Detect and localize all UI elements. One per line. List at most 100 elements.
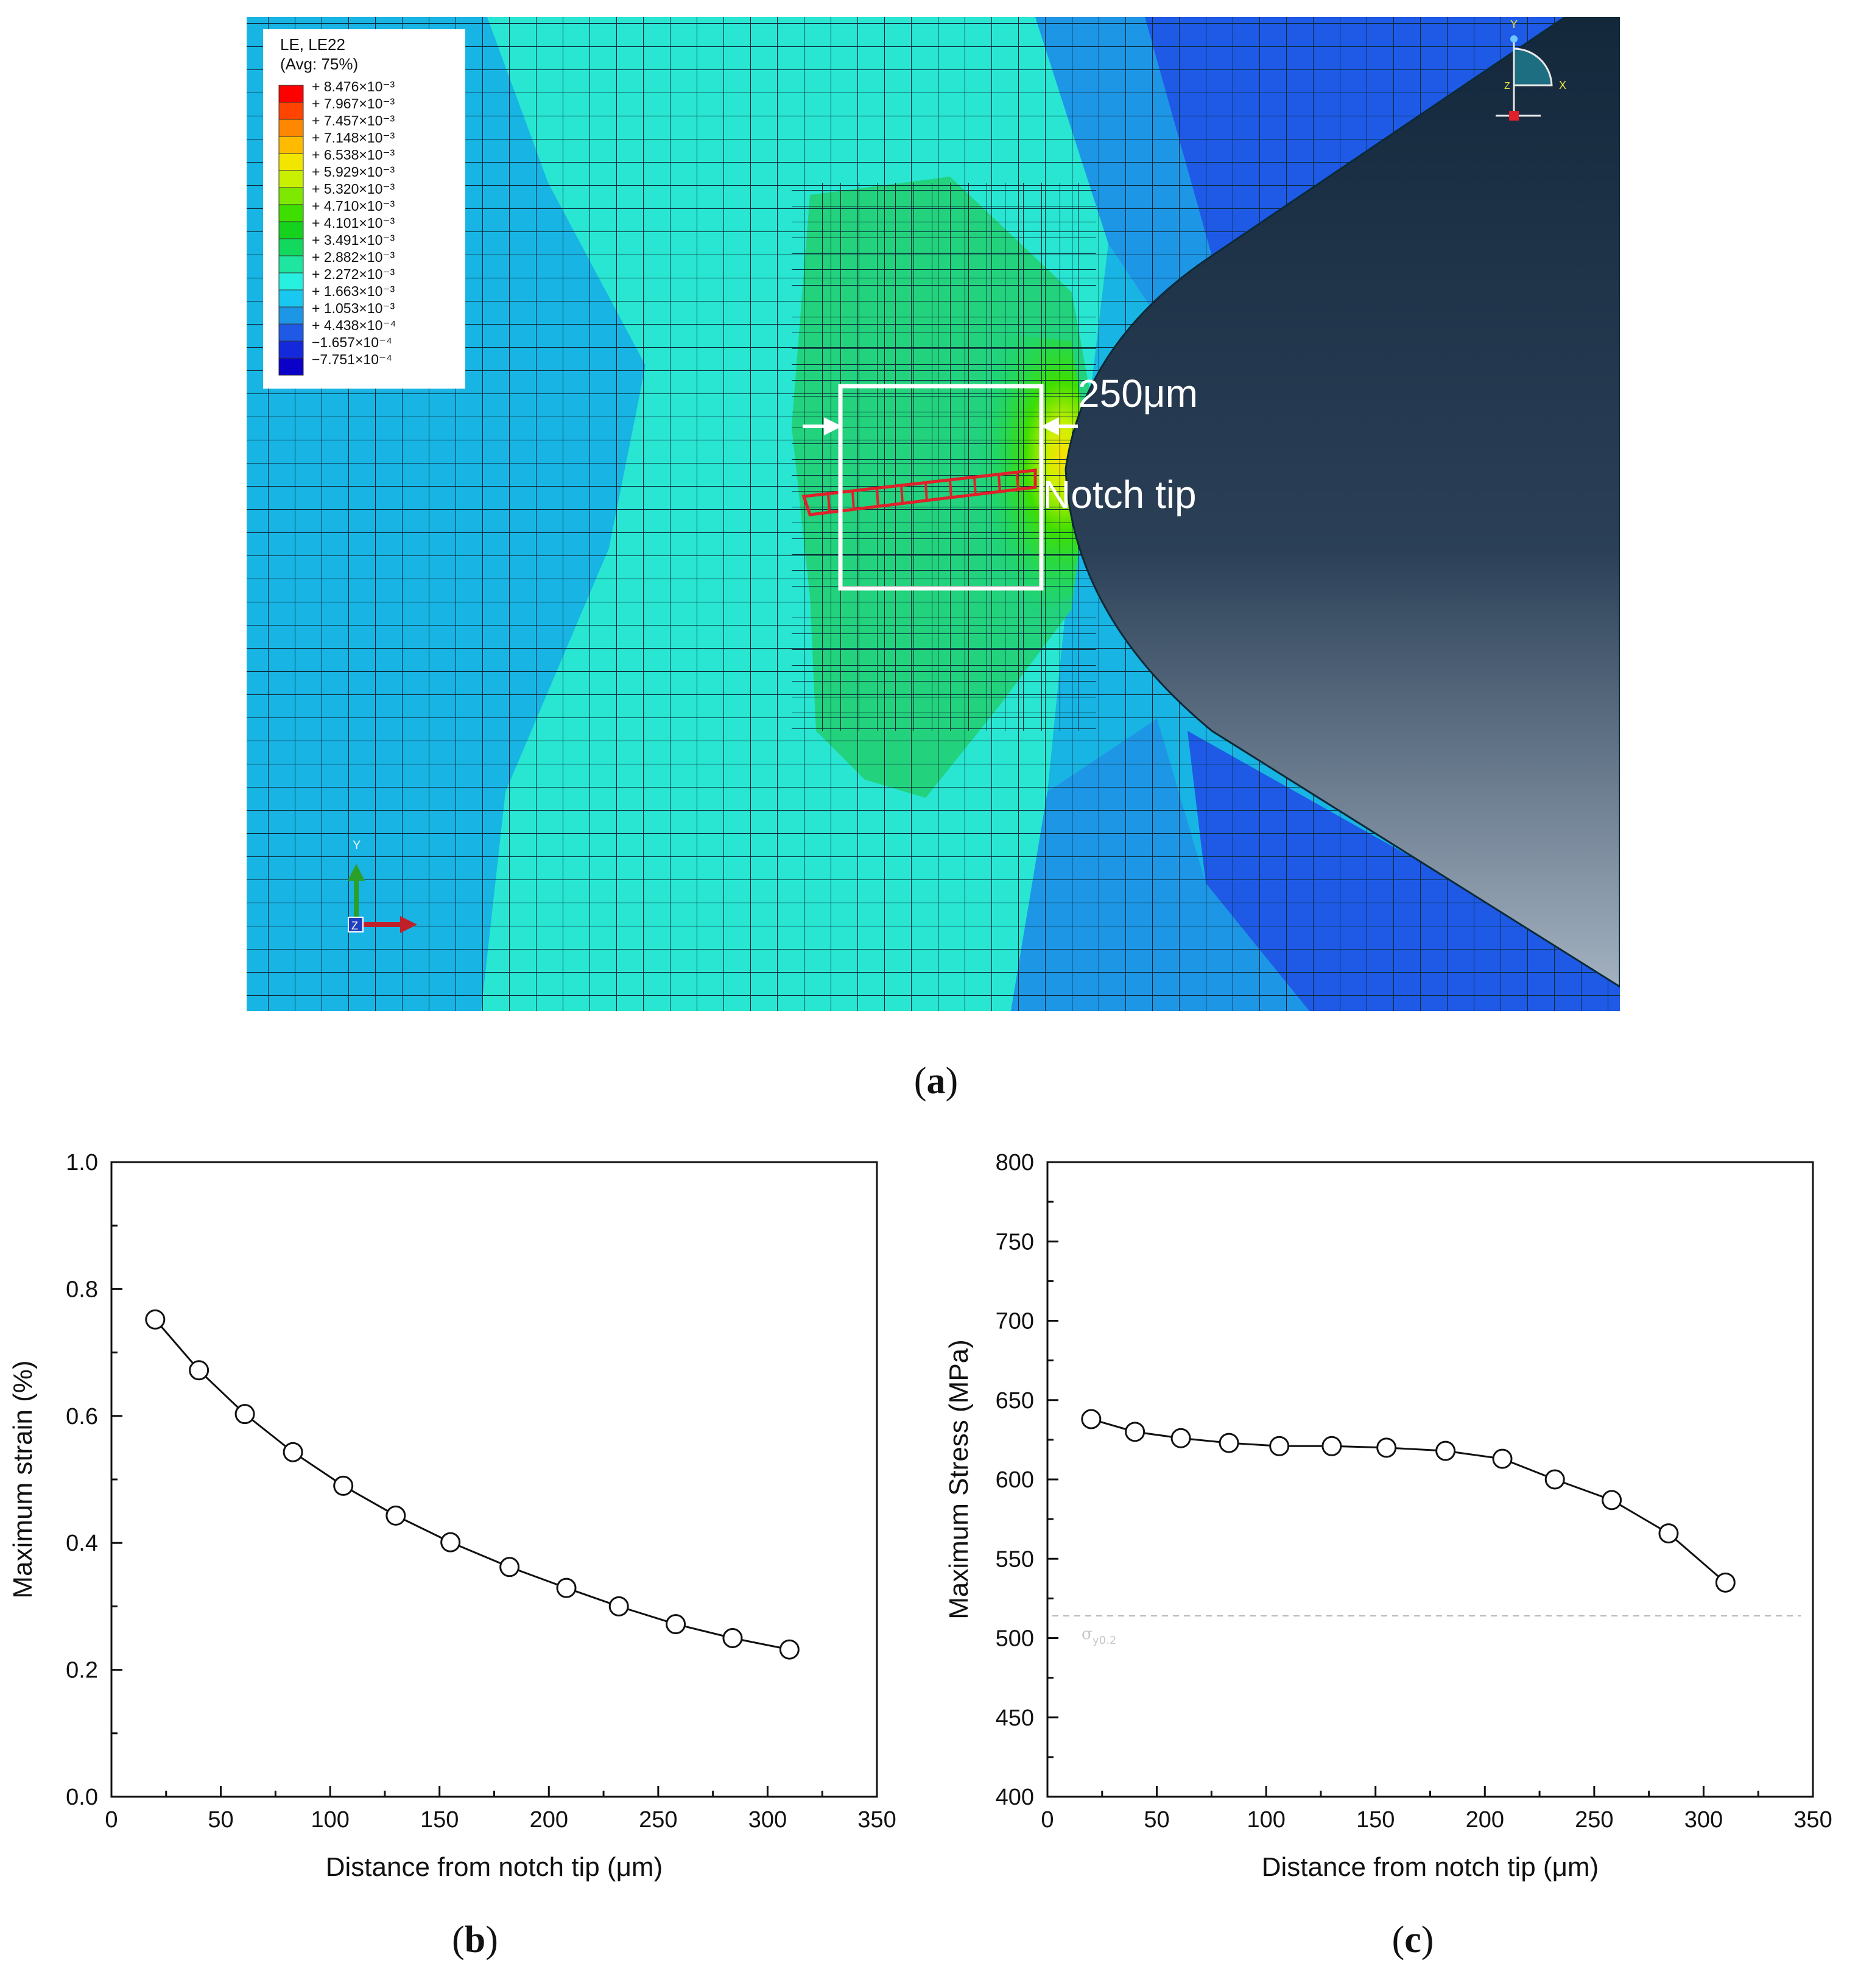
- x-tick-label: 150: [1356, 1807, 1395, 1833]
- legend-entries: + 8.476×10⁻³ + 7.967×10⁻³ + 7.457×10⁻³+ 7.…: [278, 79, 396, 376]
- legend-value: + 2.272×10⁻³: [312, 266, 395, 282]
- x-axis-title: Distance from notch tip (μm): [326, 1852, 663, 1882]
- data-point: [1602, 1490, 1622, 1510]
- legend-title-line1: LE, LE22: [280, 35, 345, 54]
- x-tick-label: 150: [420, 1807, 459, 1833]
- legend-value: + 5.320×10⁻³: [312, 181, 395, 197]
- data-point: [1125, 1422, 1145, 1442]
- y-tick-label: 0.8: [66, 1277, 98, 1302]
- x-tick-label: 0: [1041, 1807, 1054, 1833]
- x-tick-label: 100: [311, 1807, 349, 1833]
- data-point: [722, 1628, 743, 1648]
- data-point: [385, 1505, 406, 1526]
- data-point: [666, 1614, 686, 1635]
- legend-swatch: [278, 187, 304, 205]
- x-axis-title: Distance from notch tip (μm): [1262, 1852, 1599, 1882]
- legend-value: + 4.438×10⁻⁴: [312, 317, 396, 333]
- triad-small: Y X Z: [1496, 18, 1566, 121]
- legend-value: + 6.538×10⁻³: [312, 147, 395, 163]
- triad-large: Z Y: [348, 839, 417, 933]
- contour-panel: Y X Z Z Y: [247, 17, 1620, 1011]
- triad-small-z: Z: [1504, 81, 1510, 91]
- data-point: [1435, 1440, 1456, 1461]
- data-point: [499, 1557, 520, 1577]
- legend-swatch: [278, 340, 304, 359]
- y-tick-label: 700: [996, 1309, 1034, 1334]
- series-line: [154, 1319, 790, 1651]
- plot-frame: [1046, 1161, 1814, 1798]
- y-tick-label: 750: [996, 1229, 1034, 1255]
- caption-a: (a): [913, 1060, 959, 1102]
- legend-value: + 4.101×10⁻³: [312, 215, 395, 231]
- y-tick-label: 550: [996, 1546, 1034, 1572]
- x-tick-label: 300: [748, 1807, 787, 1833]
- y-tick-label: 400: [996, 1785, 1034, 1810]
- legend-value: + 7.148×10⁻³: [312, 130, 395, 146]
- y-tick-label: 0.6: [66, 1404, 98, 1429]
- data-point: [1219, 1433, 1239, 1453]
- legend-swatch: [278, 119, 304, 137]
- data-point: [189, 1360, 209, 1381]
- stress-chart: 0 50 100 150 200 250 300 350 400 450 500 550 600 650 7…: [944, 1150, 1832, 1882]
- data-point: [333, 1475, 354, 1496]
- x-tick-label: 50: [208, 1807, 233, 1833]
- contour-legend: LE, LE22 (Avg: 75%) + 8.476×10⁻³ + 7.967×…: [263, 29, 465, 389]
- data-point: [1658, 1523, 1679, 1544]
- fem-contour-figure: Y X Z Z Y 250μm Notch tip LE, LE22 (Avg:…: [247, 17, 1620, 1011]
- element-path-dividers: [827, 472, 1019, 513]
- caption-c: (c): [1392, 1919, 1434, 1961]
- legend-swatch: [278, 358, 304, 376]
- x-tick-label: 50: [1144, 1807, 1169, 1833]
- data-point: [1269, 1436, 1290, 1456]
- legend-value: −7.751×10⁻⁴: [312, 351, 392, 367]
- legend-swatch: [278, 323, 304, 342]
- data-point: [1321, 1436, 1342, 1456]
- legend-swatch: [278, 85, 304, 103]
- notch-tip-label: Notch tip: [1043, 473, 1197, 516]
- data-point: [234, 1404, 255, 1425]
- yield-label-subscript: y0.2: [1093, 1634, 1116, 1647]
- y-axis-title: Maximum strain (%): [8, 1360, 38, 1598]
- legend-value: + 1.053×10⁻³: [312, 300, 395, 316]
- data-point: [1715, 1572, 1736, 1593]
- legend-value: + 7.457×10⁻³: [312, 113, 395, 129]
- x-tick-label: 0: [105, 1807, 118, 1833]
- y-tick-label: 500: [996, 1626, 1034, 1652]
- notch-body: [1064, 17, 1620, 988]
- legend-swatch: [278, 136, 304, 154]
- legend-swatch: [278, 204, 304, 222]
- y-tick-label: 0.4: [66, 1531, 98, 1556]
- x-tick-label: 250: [1575, 1807, 1613, 1833]
- x-tick-label: 200: [530, 1807, 568, 1833]
- legend-value: + 3.491×10⁻³: [312, 232, 395, 248]
- data-point: [440, 1532, 461, 1553]
- y-tick-label: 0.2: [66, 1658, 98, 1683]
- x-tick-label: 200: [1466, 1807, 1504, 1833]
- legend-swatch: [278, 238, 304, 256]
- x-tick-label: 100: [1247, 1807, 1285, 1833]
- x-tick-label: 350: [857, 1807, 896, 1833]
- legend-value: + 2.882×10⁻³: [312, 249, 395, 265]
- strain-chart: 0 50 100 150 200 250 300 350 0.0 0.2 0.4 0.6 0.8 1.0 D…: [8, 1150, 896, 1882]
- data-point: [1492, 1448, 1513, 1469]
- mesh-refined: [792, 183, 1096, 731]
- data-point: [145, 1309, 166, 1330]
- element-path-red: [801, 468, 1037, 516]
- x-tick-label: 350: [1793, 1807, 1832, 1833]
- x-tick-label: 250: [639, 1807, 677, 1833]
- data-point: [1081, 1409, 1102, 1429]
- y-tick-label: 1.0: [66, 1150, 98, 1176]
- legend-title-line2: (Avg: 75%): [280, 55, 358, 73]
- data-point: [1544, 1469, 1565, 1490]
- legend-swatch: [278, 255, 304, 273]
- data-point: [1376, 1437, 1397, 1458]
- legend-swatch: [278, 102, 304, 120]
- yield-label: σ: [1082, 1625, 1093, 1643]
- y-tick-label: 800: [996, 1150, 1034, 1176]
- data-point: [608, 1596, 629, 1616]
- y-tick-label: 650: [996, 1388, 1034, 1414]
- legend-swatch: [278, 221, 304, 239]
- data-point: [1170, 1428, 1191, 1448]
- dimension-label: 250μm: [1078, 372, 1198, 415]
- legend-swatch: [278, 272, 304, 291]
